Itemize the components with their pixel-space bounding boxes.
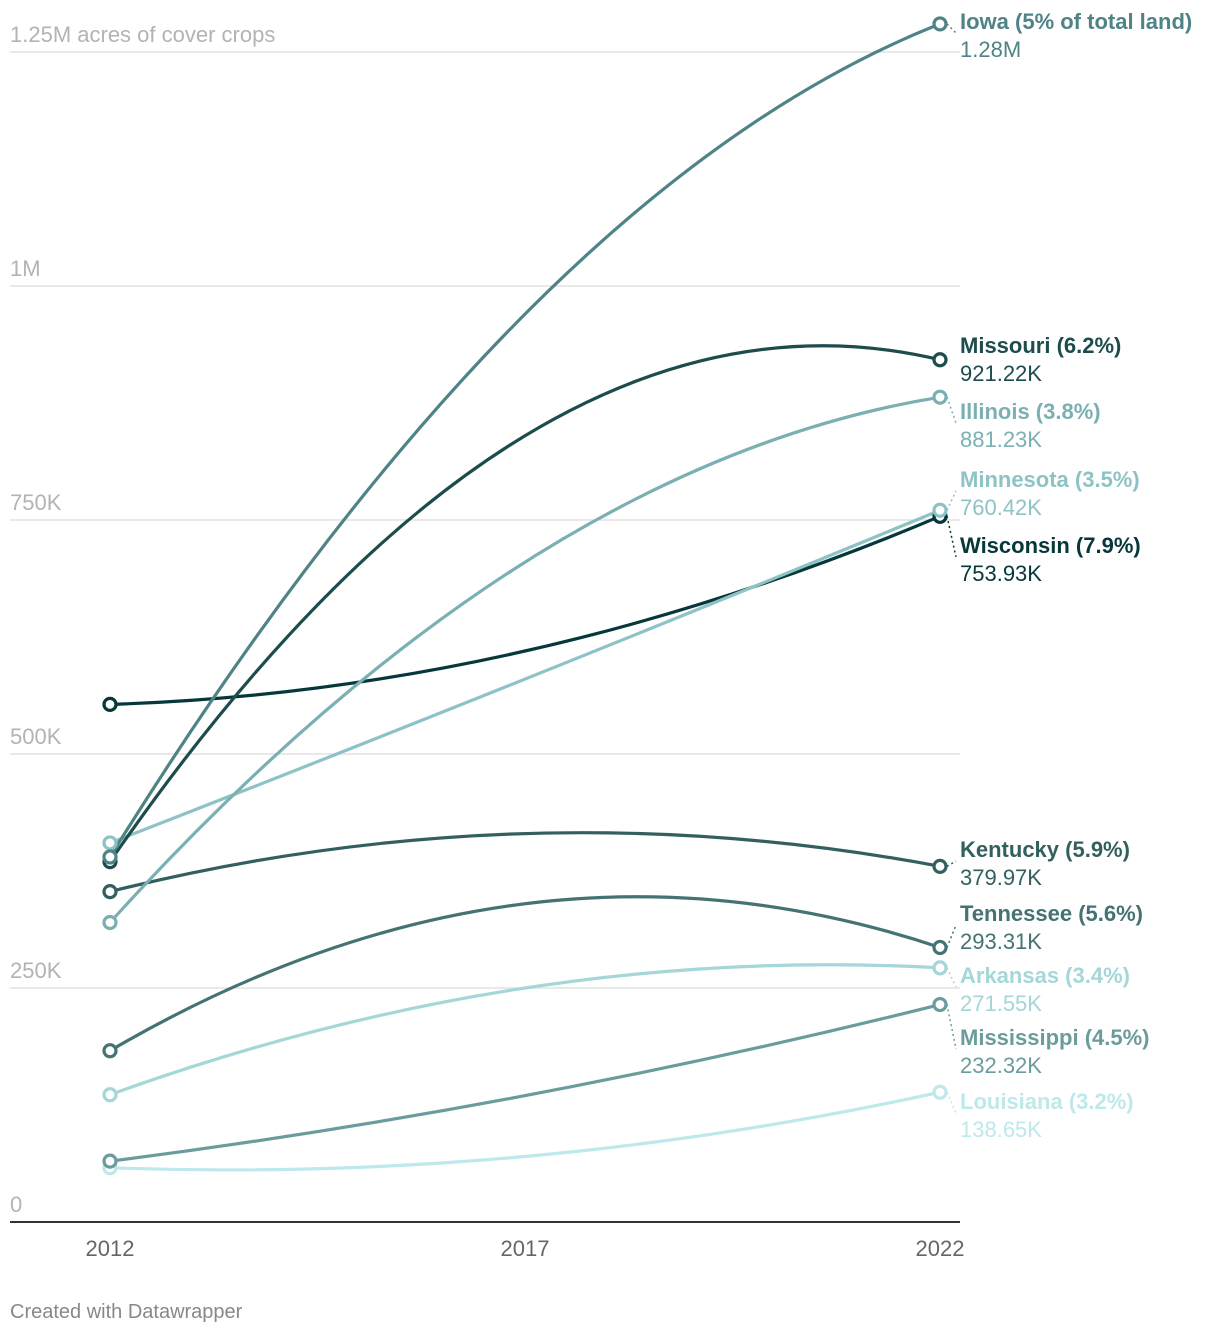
credit-text: Created with Datawrapper <box>10 1301 243 1323</box>
label-connector <box>946 967 957 988</box>
series-label-name: Mississippi (4.5%) <box>960 1025 1150 1050</box>
series-label-value: 293.31K <box>960 929 1042 954</box>
series-line <box>108 895 942 1053</box>
chart: 0 250K 500K 750K 1M 1.25M acres of cover crop… <box>10 9 1192 1261</box>
data-point <box>932 960 948 976</box>
series-line <box>108 344 942 864</box>
series-label-value: 881.23K <box>960 427 1042 452</box>
label-connector <box>946 1004 957 1050</box>
series-label-value: 760.42K <box>960 495 1042 520</box>
label-connector <box>946 860 957 867</box>
y-gridlines <box>10 51 960 989</box>
data-point <box>932 389 948 405</box>
data-point <box>932 352 948 368</box>
y-tick-label: 500K <box>10 724 62 749</box>
label-connector <box>946 396 957 424</box>
series-label-value: 232.32K <box>960 1053 1042 1078</box>
x-tick-label: 2017 <box>501 1236 550 1261</box>
data-point <box>932 16 948 32</box>
series-label-name: Tennessee (5.6%) <box>960 901 1143 926</box>
series-label-name: Iowa (5% of total land) <box>960 9 1192 34</box>
series-line <box>108 1090 942 1172</box>
series-line <box>108 831 942 894</box>
series-label-name: Illinois (3.8%) <box>960 399 1101 424</box>
data-point <box>932 858 948 874</box>
label-connector <box>946 924 957 948</box>
data-point <box>932 502 948 518</box>
series-label-name: Kentucky (5.9%) <box>960 837 1130 862</box>
y-tick-label: 1M <box>10 256 41 281</box>
data-point <box>102 883 118 900</box>
y-tick-label: 1.25M acres of cover crops <box>10 22 275 47</box>
data-point <box>932 1084 948 1100</box>
label-connector <box>946 490 957 511</box>
series-lines <box>102 16 948 1176</box>
data-point <box>102 696 118 712</box>
label-connector <box>946 1091 957 1114</box>
x-tick-label: 2012 <box>86 1236 135 1261</box>
series-line <box>108 395 942 925</box>
series-label-name: Missouri (6.2%) <box>960 333 1121 358</box>
series-label-name: Louisiana (3.2%) <box>960 1089 1134 1114</box>
data-point <box>102 1087 118 1103</box>
series-label-value: 753.93K <box>960 561 1042 586</box>
data-point <box>102 1153 118 1169</box>
series-label-value: 921.22K <box>960 361 1042 386</box>
y-tick-label: 750K <box>10 490 62 515</box>
series-line <box>108 1002 942 1163</box>
label-connector <box>946 516 957 558</box>
series-line <box>108 22 942 859</box>
series-label-value: 138.65K <box>960 1117 1042 1142</box>
data-point <box>102 1043 118 1059</box>
data-point <box>102 849 118 865</box>
label-connector <box>946 23 957 34</box>
axes: 0 250K 500K 750K 1M 1.25M acres of cover crop… <box>10 22 964 1261</box>
series-label-value: 271.55K <box>960 991 1042 1016</box>
data-point <box>932 939 948 956</box>
y-tick-label: 250K <box>10 958 62 983</box>
x-tick-label: 2022 <box>916 1236 965 1261</box>
series-line <box>108 963 942 1097</box>
data-point <box>932 996 948 1013</box>
series-labels: Iowa (5% of total land) 1.28M Missouri (6.… <box>946 9 1192 1142</box>
data-point <box>102 914 118 931</box>
series-label-name: Minnesota (3.5%) <box>960 467 1140 492</box>
y-tick-label: 0 <box>10 1192 22 1217</box>
series-label-value: 379.97K <box>960 865 1042 890</box>
series-label-value: 1.28M <box>960 37 1021 62</box>
series-label-name: Arkansas (3.4%) <box>960 963 1130 988</box>
series-line <box>108 514 942 706</box>
data-point <box>102 835 118 851</box>
series-label-name: Wisconsin (7.9%) <box>960 533 1141 558</box>
